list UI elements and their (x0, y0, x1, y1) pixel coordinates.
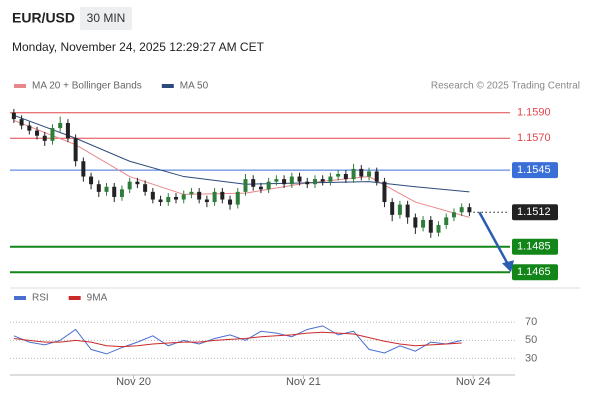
level-label-box (512, 162, 558, 179)
candle-body (413, 217, 418, 228)
legend-label: MA 20 + Bollinger Bands (32, 81, 142, 92)
candle-body (143, 184, 148, 192)
forecast-arrow (478, 211, 511, 267)
candle-body (328, 176, 333, 182)
candle-body (112, 186, 117, 197)
candle-body (320, 179, 325, 182)
candle-body (174, 196, 178, 200)
timeframe: 30 MIN (87, 11, 126, 25)
candle-body (266, 181, 271, 190)
candle-body (359, 168, 364, 177)
y-tick-label: 50 (525, 334, 537, 346)
candle-body (212, 191, 217, 203)
candle-body (274, 179, 279, 182)
x-tick-label: Nov 20 (116, 376, 151, 388)
candle-body (35, 130, 40, 136)
level-label: 1.1512 (517, 206, 551, 218)
y-tick-label: 70 (525, 316, 537, 328)
candle-body (65, 122, 70, 139)
datetime: Monday, November 24, 2025 12:29:27 AM CE… (12, 40, 265, 54)
symbol: EUR/USD (12, 10, 75, 26)
legend-label: MA 50 (180, 81, 209, 92)
candle-body (397, 204, 402, 215)
level-label: 1.1465 (517, 266, 551, 278)
candle-body (27, 125, 32, 131)
timeframe-box (80, 7, 132, 30)
candle-body (204, 199, 209, 203)
candle-body (220, 191, 225, 200)
x-tick-label: Nov 21 (286, 376, 321, 388)
candle-body (181, 194, 186, 200)
candle-body (81, 161, 86, 177)
level-label: 1.1485 (517, 241, 551, 253)
candle-body (436, 225, 441, 233)
level-label-box (512, 204, 558, 221)
candle-body (228, 199, 233, 205)
candle-body (150, 191, 155, 200)
candle-body (158, 199, 163, 203)
candle-body (243, 179, 248, 192)
candle-body (467, 207, 472, 213)
candle-body (421, 219, 426, 228)
candle-body (444, 217, 449, 226)
candle-body (312, 179, 317, 185)
candle-body (11, 112, 16, 120)
candle-body (428, 219, 433, 233)
candle-body (135, 181, 140, 185)
legend-label: 9MA (87, 293, 108, 304)
level-label-box (512, 264, 558, 281)
candle-body (351, 168, 356, 180)
candle-body (189, 191, 194, 195)
candle-body (305, 181, 310, 185)
legend-swatch (14, 296, 26, 300)
candle-body (119, 189, 124, 197)
candle-body (89, 176, 94, 185)
candle-body (451, 212, 456, 218)
candle-body (166, 196, 171, 203)
candle-body (343, 174, 348, 180)
candle-body (73, 138, 78, 162)
candle-body (367, 171, 372, 177)
candle-body (282, 179, 287, 185)
candle-body (197, 191, 202, 200)
candle-body (459, 207, 464, 213)
legend-swatch (68, 296, 81, 300)
candle-body (289, 176, 294, 185)
rsi-line (13, 325, 462, 355)
candle-body (336, 174, 341, 177)
candle-body (374, 171, 379, 182)
candle-body (297, 176, 302, 182)
candle-body (19, 119, 24, 126)
candle-body (127, 181, 132, 190)
level-label: 1.1570 (517, 132, 551, 144)
legend-label: RSI (32, 293, 49, 304)
level-label: 1.1590 (517, 107, 551, 119)
level-label-box (512, 238, 558, 255)
x-tick-label: Nov 24 (456, 376, 491, 388)
candle-body (104, 186, 109, 192)
candle-body (42, 135, 47, 141)
y-tick-label: 30 (525, 352, 537, 364)
rsi-line (13, 331, 462, 348)
candle-body (58, 122, 63, 129)
candle-body (382, 181, 387, 203)
candle-body (258, 186, 263, 190)
forecast-arrowhead (502, 260, 514, 273)
candle-body (50, 128, 55, 141)
legend-swatch (161, 84, 174, 88)
credit: Research © 2025 Trading Central (431, 81, 580, 92)
candle-body (390, 202, 395, 215)
candle-body (405, 204, 410, 218)
candle-body (235, 191, 240, 205)
candle-body (251, 179, 256, 187)
candle-body (96, 184, 101, 192)
legend-swatch (14, 84, 26, 88)
level-label: 1.1545 (517, 164, 551, 176)
